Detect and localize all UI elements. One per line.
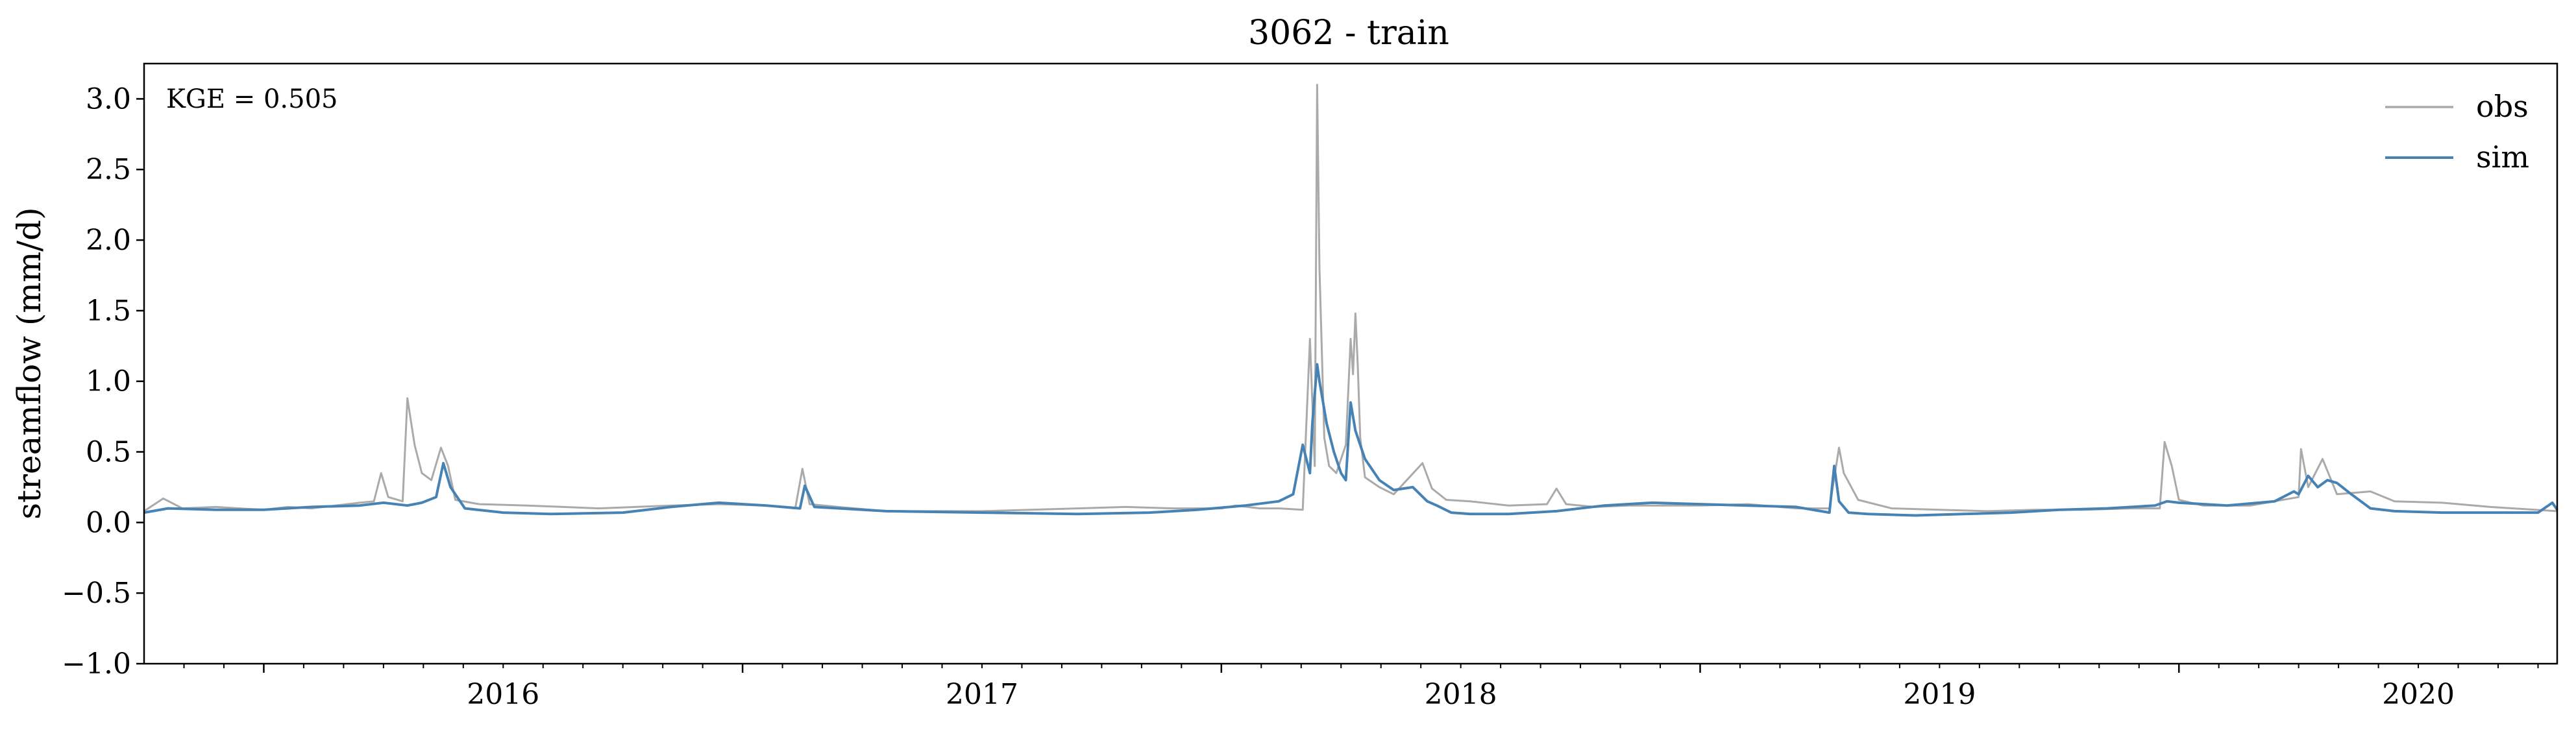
axes-frame [143,62,2558,665]
y-tick-label: 1.5 [86,295,131,328]
x-tick-label: 2019 [1903,678,1976,711]
series-line-obs [143,84,2558,513]
series-line-sim [143,363,2558,517]
legend-sim-label: sim [2476,139,2529,175]
y-tick-label: 1.0 [86,365,131,398]
kge-annotation: KGE = 0.505 [166,84,338,114]
y-tick-label: 0.0 [86,506,131,539]
y-tick-label: −1.0 [62,647,131,681]
plot-area: −1.0 −0.5 0.0 0.5 1.0 1.5 2.0 2.5 3.0 2016 2017 201… [62,82,2558,711]
y-axis-label: streamflow (mm/d) [10,207,48,519]
chart-title: 3062 - train [1248,14,1449,53]
y-tick-label: −0.5 [62,577,131,610]
x-tick-label: 2016 [467,678,539,711]
x-tick-label: 2017 [946,678,1018,711]
y-tick-label: 2.0 [86,224,131,257]
legend: obs sim [2385,89,2529,175]
y-tick-label: 2.5 [86,153,131,186]
x-tick-label: 2020 [2382,678,2455,711]
x-tick-label: 2018 [1425,678,1497,711]
y-tick-label: 3.0 [86,82,131,115]
y-tick-label: 0.5 [86,436,131,469]
legend-obs-label: obs [2476,89,2529,124]
